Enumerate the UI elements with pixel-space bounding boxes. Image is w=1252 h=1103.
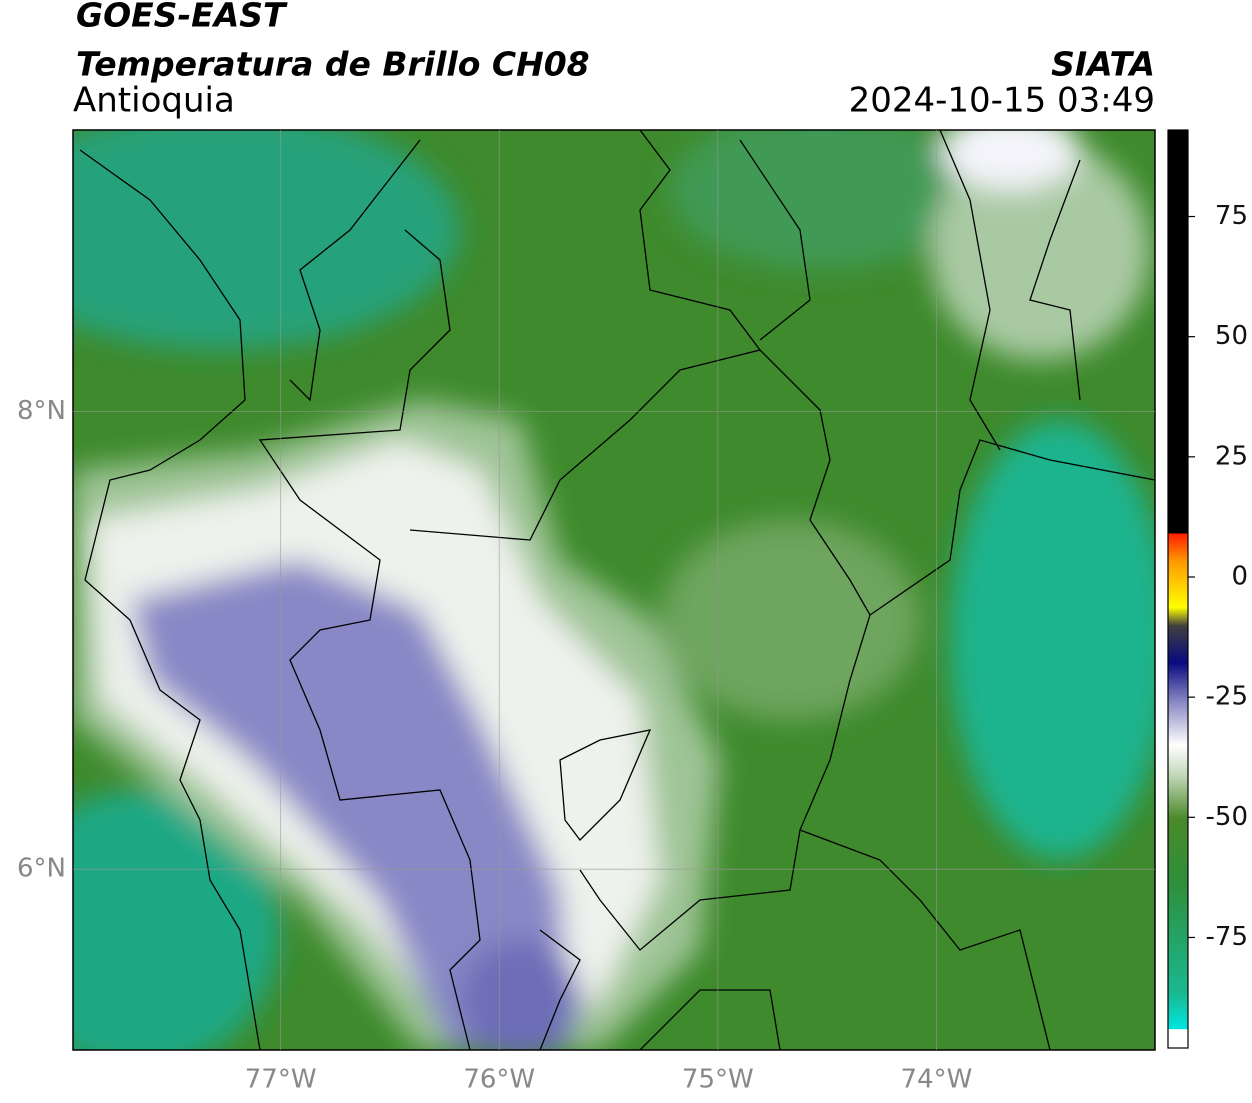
region: Antioquia bbox=[73, 81, 235, 121]
satellite: GOES-EAST bbox=[76, 0, 288, 35]
colorbar-tick-label: 0 bbox=[1231, 561, 1248, 591]
agency: SIATA bbox=[1051, 45, 1155, 84]
colorbar-tick-label: -75 bbox=[1206, 922, 1248, 952]
colorbar-tick-label: 75 bbox=[1215, 201, 1248, 231]
lon-tick-label: 76°W bbox=[463, 1065, 535, 1095]
colorbar bbox=[1167, 129, 1189, 1049]
colorbar-tick-label: 50 bbox=[1215, 321, 1248, 351]
lon-tick-label: 75°W bbox=[682, 1065, 754, 1095]
datetime: 2024-10-15 03:49 bbox=[849, 81, 1155, 121]
colorbar-tick-label: -25 bbox=[1206, 682, 1248, 712]
map-image bbox=[73, 130, 1155, 1050]
product: Temperatura de Brillo CH08 bbox=[76, 45, 590, 84]
lat-tick-label: 8°N bbox=[17, 396, 66, 426]
colorbar-tick-label: -50 bbox=[1206, 802, 1248, 832]
colorbar-tick-label: 25 bbox=[1215, 441, 1248, 471]
lon-tick-label: 74°W bbox=[901, 1065, 973, 1095]
lon-tick-label: 77°W bbox=[245, 1065, 317, 1095]
map-frame bbox=[72, 129, 1156, 1051]
lat-tick-label: 6°N bbox=[17, 854, 66, 884]
